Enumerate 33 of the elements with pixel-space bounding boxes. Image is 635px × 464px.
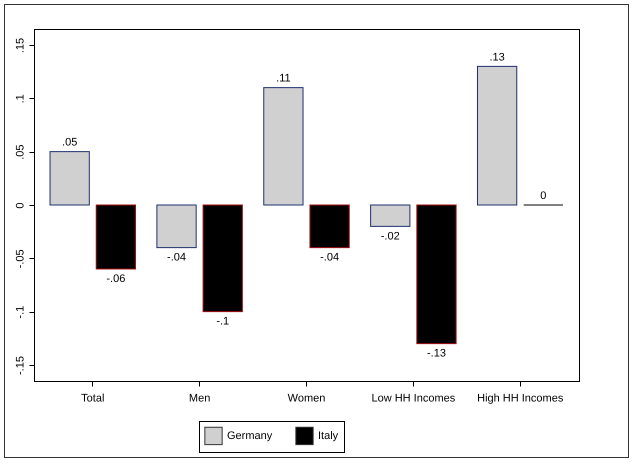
- bar: [50, 151, 90, 206]
- data-label: 0: [540, 190, 546, 202]
- data-label: -.04: [320, 252, 340, 264]
- y-tick-label: 0: [14, 202, 26, 209]
- x-tick-label: Women: [288, 392, 326, 404]
- x-tick-label: High HH Incomes: [477, 392, 564, 404]
- y-tick-label: -.05: [14, 249, 26, 268]
- data-label: .05: [62, 136, 78, 149]
- y-tick-label: .15: [14, 38, 26, 54]
- data-label: .11: [276, 72, 291, 85]
- x-tick-label: Men: [188, 392, 210, 404]
- bar: [476, 66, 518, 206]
- y-tick-label: -.15: [14, 356, 26, 375]
- bar: [156, 204, 197, 248]
- y-tick-label: .1: [14, 94, 26, 104]
- x-tick-label: Total: [81, 392, 104, 404]
- legend-label: Italy: [318, 430, 339, 442]
- y-tick-label: .05: [14, 144, 26, 160]
- bar: [309, 204, 350, 248]
- bar: [263, 87, 304, 206]
- data-label: -.06: [106, 273, 126, 285]
- bar: [202, 204, 243, 312]
- data-label: .13: [489, 51, 505, 64]
- bar: [416, 204, 457, 344]
- data-label: -.13: [426, 348, 446, 360]
- y-tick-label: -.1: [14, 306, 26, 319]
- bar: [370, 204, 410, 227]
- legend-label: Germany: [227, 430, 273, 442]
- data-label: -.02: [380, 230, 400, 242]
- x-tick-label: Low HH Incomes: [371, 392, 456, 404]
- data-label: -.04: [167, 252, 186, 264]
- bar: [96, 204, 136, 270]
- data-label: -.1: [216, 316, 230, 328]
